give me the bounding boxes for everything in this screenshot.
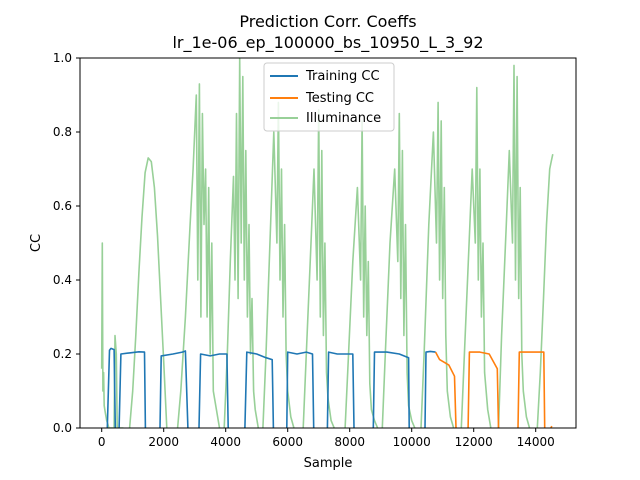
series-training-cc-segment-5 bbox=[286, 351, 315, 428]
series-training-cc-segment-3 bbox=[198, 353, 229, 428]
series-training-cc-segment-8 bbox=[424, 350, 436, 428]
series-training-cc-segment-4 bbox=[244, 351, 275, 428]
y-axis-label: CC bbox=[29, 234, 44, 252]
legend: Training CC Testing CC Illuminance bbox=[263, 62, 395, 132]
series-testing-cc-segment-1 bbox=[467, 351, 500, 428]
x-tick-label: 0 bbox=[98, 435, 106, 449]
y-tick-label: 0.8 bbox=[53, 125, 72, 139]
series-training-cc-segment-7 bbox=[372, 351, 410, 428]
x-tick-label: 2000 bbox=[148, 435, 179, 449]
legend-label-training: Training CC bbox=[305, 69, 380, 84]
legend-label-illuminance: Illuminance bbox=[306, 111, 381, 126]
x-tick-label: 10000 bbox=[393, 435, 431, 449]
x-axis-label: Sample bbox=[304, 456, 353, 471]
chart-title: Prediction Corr. Coeffs bbox=[239, 12, 416, 31]
x-tick-label: 4000 bbox=[210, 435, 241, 449]
series-illuminance-segment-6 bbox=[344, 120, 379, 428]
x-tick-label: 6000 bbox=[272, 435, 303, 449]
x-tick-label: 14000 bbox=[517, 435, 555, 449]
series-training-cc-segment-0 bbox=[106, 347, 117, 428]
x-tick-label: 12000 bbox=[455, 435, 493, 449]
legend-label-testing: Testing CC bbox=[305, 91, 374, 106]
legend-box bbox=[263, 62, 395, 132]
x-axis: 0 2000 4000 6000 8000 10000 12000 14000 bbox=[98, 428, 555, 449]
chart-subtitle: lr_1e-06_ep_100000_bs_10950_L_3_92 bbox=[172, 33, 483, 53]
series-testing-cc-segment-0 bbox=[434, 351, 457, 428]
series-training-cc-segment-6 bbox=[326, 351, 355, 428]
y-tick-label: 1.0 bbox=[53, 51, 72, 65]
y-tick-label: 0.6 bbox=[53, 199, 72, 213]
series-illuminance-segment-9 bbox=[460, 86, 492, 428]
series-illuminance-segment-7 bbox=[381, 112, 416, 428]
y-axis: 0.0 0.2 0.4 0.6 0.8 1.0 bbox=[53, 51, 80, 435]
series-illuminance-segment-10 bbox=[497, 64, 531, 428]
series-illuminance-segment-8 bbox=[420, 101, 455, 428]
series-training-cc-segment-2 bbox=[159, 350, 189, 428]
series-testing-cc-segment-2 bbox=[517, 351, 546, 428]
y-tick-label: 0.0 bbox=[53, 421, 72, 435]
series-illuminance-segment-2 bbox=[176, 83, 221, 428]
y-tick-label: 0.2 bbox=[53, 347, 72, 361]
series-illuminance-segment-4 bbox=[262, 101, 295, 428]
y-tick-label: 0.4 bbox=[53, 273, 72, 287]
series-illuminance-segment-0 bbox=[100, 242, 124, 428]
plot-frame bbox=[79, 57, 577, 429]
x-tick-label: 8000 bbox=[334, 435, 365, 449]
series-illuminance-segment-5 bbox=[302, 109, 335, 428]
series-illuminance-segment-1 bbox=[128, 157, 168, 428]
series-illuminance-segment-3 bbox=[223, 58, 260, 428]
series-illuminance-segment-11 bbox=[536, 154, 554, 428]
series-training-cc-segment-1 bbox=[118, 350, 147, 428]
plot-area bbox=[100, 58, 554, 428]
